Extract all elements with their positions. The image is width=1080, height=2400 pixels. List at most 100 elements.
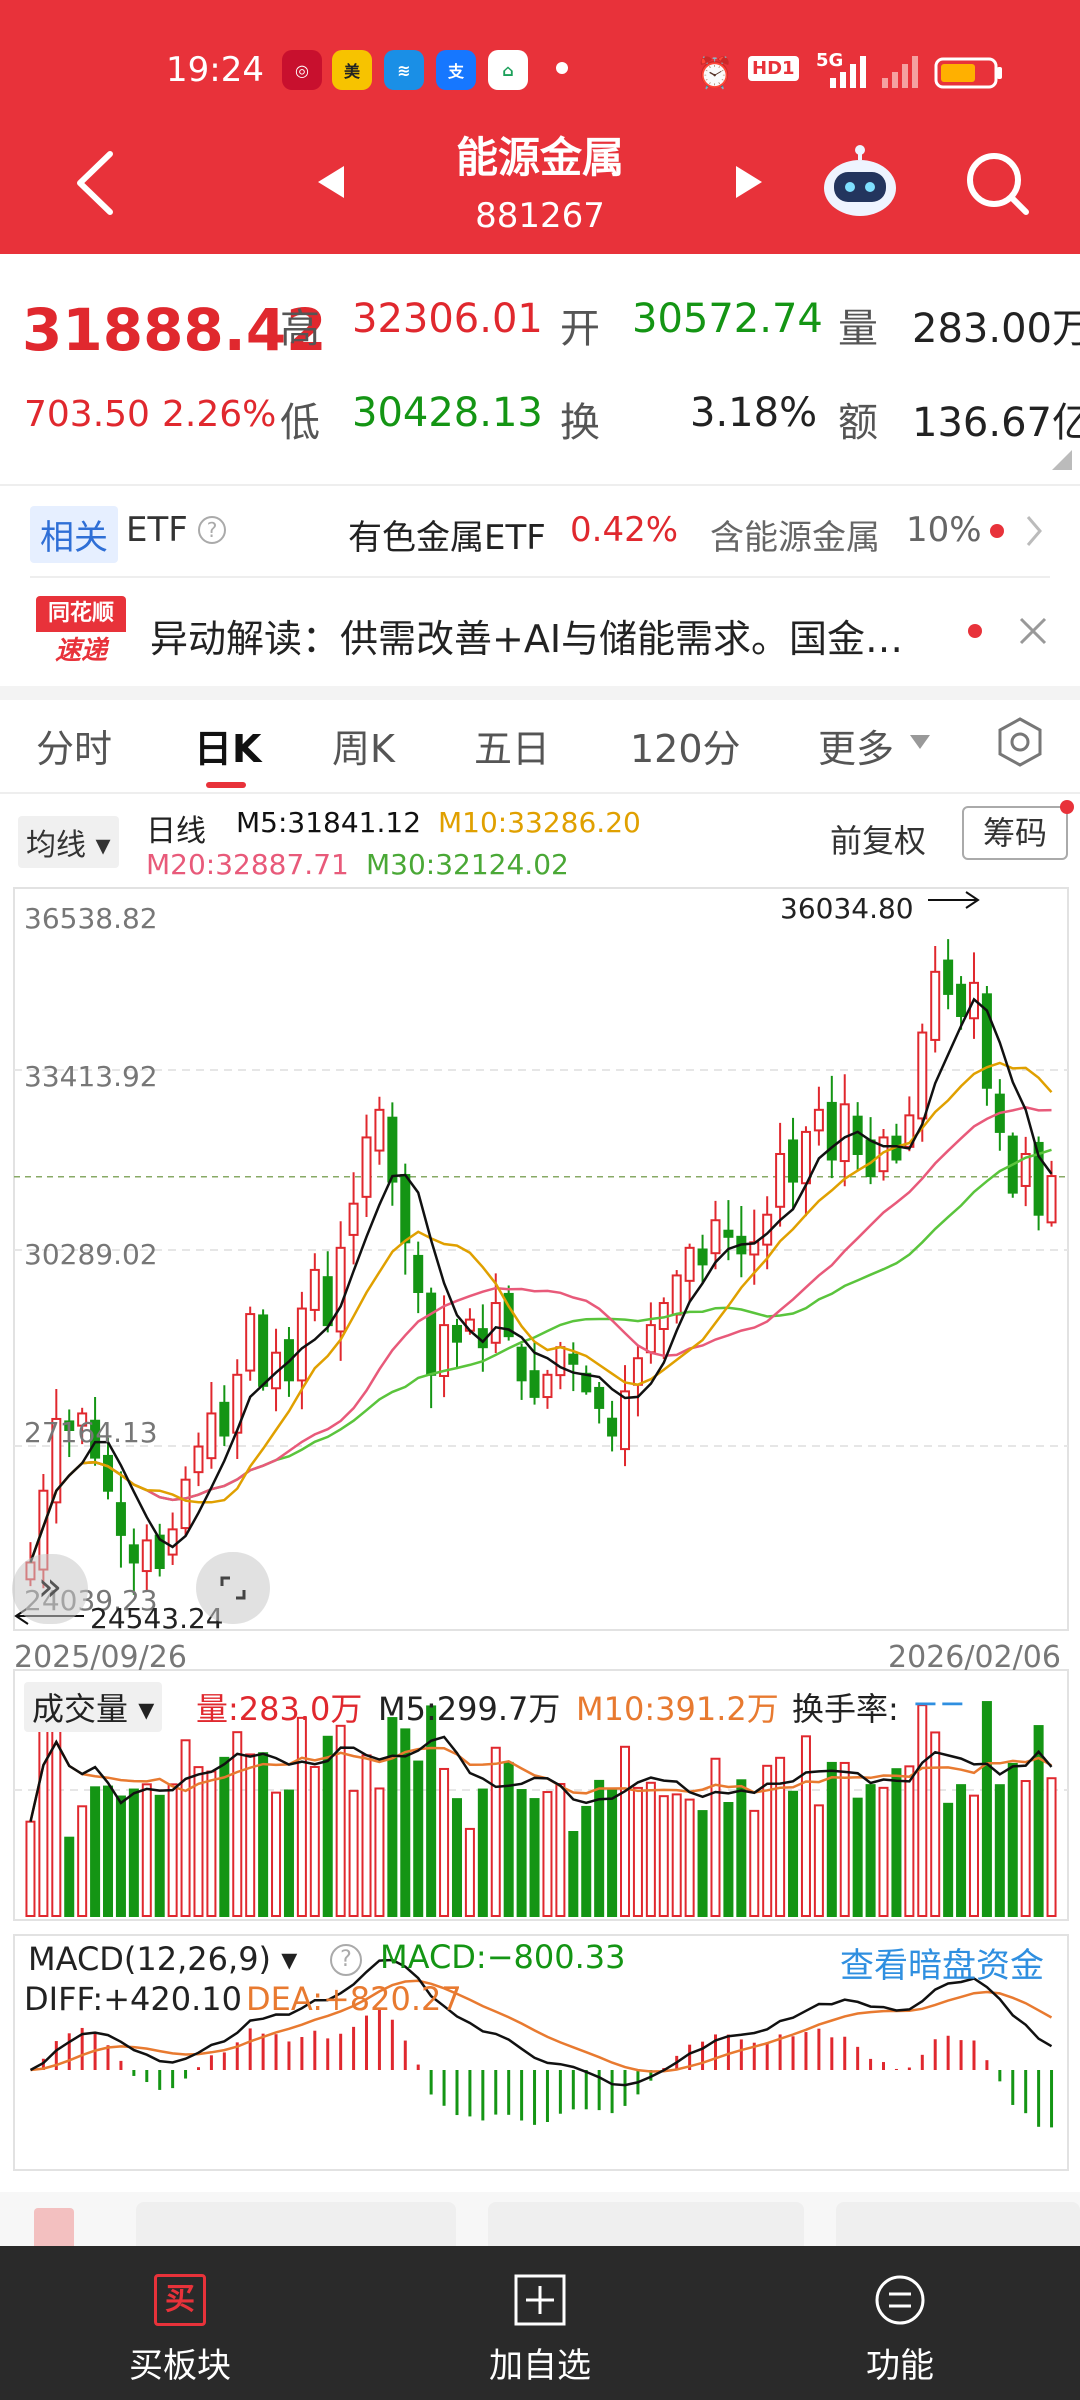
kline-frame bbox=[13, 887, 1069, 1631]
dark-pool-link[interactable]: 查看暗盘资金 bbox=[840, 1946, 1044, 1986]
volume-bar-down bbox=[568, 1831, 579, 1917]
add-watchlist-button[interactable]: 加自选 bbox=[360, 2246, 720, 2400]
buy-sector-button[interactable]: 买 买板块 bbox=[0, 2246, 360, 2400]
candle-up bbox=[361, 1136, 372, 1198]
robot-assistant-icon[interactable] bbox=[820, 144, 900, 220]
fullscreen-icon[interactable] bbox=[196, 1552, 270, 1624]
tab-intraday[interactable]: 分时 bbox=[36, 727, 113, 771]
tab-120min[interactable]: 120分 bbox=[630, 727, 741, 771]
bottom-action-bar: 买 买板块 加自选 功能 bbox=[0, 2246, 1080, 2400]
candle-up bbox=[141, 1539, 152, 1573]
volume-bar-up bbox=[684, 1798, 695, 1917]
divider bbox=[0, 792, 1080, 794]
candle-up bbox=[710, 1219, 721, 1255]
function-button[interactable]: 功能 bbox=[720, 2246, 1080, 2400]
amount-label: 额 bbox=[838, 400, 878, 446]
add-square-icon bbox=[514, 2274, 566, 2326]
volume-bar-down bbox=[322, 1735, 333, 1917]
tab-more[interactable]: 更多 bbox=[818, 727, 895, 771]
volume-bar-up bbox=[904, 1765, 915, 1917]
tab-daily-k[interactable]: 日K bbox=[194, 727, 262, 771]
tab-weekly-k[interactable]: 周K bbox=[332, 727, 395, 771]
chevron-right-icon[interactable] bbox=[1024, 514, 1044, 548]
volume-bar-down bbox=[529, 1798, 540, 1918]
ths-express-logo: 同花顺 速递 bbox=[36, 596, 126, 670]
max-price-label: 36034.80 bbox=[780, 892, 914, 925]
candle-up bbox=[555, 1346, 566, 1377]
volume-bar-down bbox=[943, 1802, 954, 1918]
card-peek bbox=[488, 2202, 804, 2246]
next-sector-icon[interactable] bbox=[734, 164, 764, 200]
y-axis-label-3: 30289.02 bbox=[24, 1238, 158, 1271]
volume-select-button[interactable]: 成交量 ▾ bbox=[24, 1682, 163, 1732]
ma20-value: M20:32887.71 bbox=[146, 848, 349, 881]
volume-bar-down bbox=[451, 1798, 462, 1918]
amount-value: 136.67亿 bbox=[912, 400, 1080, 446]
candle-down bbox=[503, 1292, 514, 1338]
help-icon[interactable]: ? bbox=[198, 516, 226, 544]
collapse-arrows-icon[interactable]: » bbox=[12, 1554, 88, 1624]
candle-down bbox=[64, 1420, 75, 1431]
candle-up bbox=[296, 1307, 307, 1382]
volume-bar-down bbox=[994, 1784, 1005, 1917]
divider bbox=[30, 576, 1050, 578]
candle-down bbox=[115, 1502, 126, 1536]
volume-bar-down bbox=[387, 1717, 398, 1918]
volume-bar-up bbox=[245, 1753, 256, 1917]
volume-bar-down bbox=[1007, 1762, 1018, 1917]
settings-hexagon-icon[interactable] bbox=[994, 716, 1046, 768]
news-text[interactable]: 异动解读：供需改善+AI与储能需求。国金… bbox=[150, 617, 904, 661]
prev-sector-icon[interactable] bbox=[316, 164, 346, 200]
candle-down bbox=[516, 1346, 527, 1382]
volume-bar-down bbox=[697, 1810, 708, 1918]
kline-chart[interactable] bbox=[0, 880, 1080, 2246]
candle-down bbox=[852, 1115, 863, 1155]
candle-down bbox=[103, 1454, 114, 1492]
wifi-app-icon: ≋ bbox=[384, 50, 424, 90]
adjust-mode[interactable]: 前复权 bbox=[830, 822, 927, 860]
volume-m5: M5:299.7万 bbox=[378, 1690, 561, 1728]
volume-bar-down bbox=[1033, 1725, 1044, 1917]
etf-name[interactable]: 有色金属ETF bbox=[348, 518, 546, 558]
ma-select-button[interactable]: 均线 ▾ bbox=[18, 816, 119, 868]
dropdown-icon[interactable] bbox=[908, 732, 932, 752]
candle-up bbox=[839, 1103, 850, 1163]
search-icon[interactable] bbox=[962, 148, 1032, 218]
red-dot-icon bbox=[968, 624, 982, 638]
candle-down bbox=[90, 1419, 101, 1459]
macd-select-button[interactable]: MACD(12,26,9) ▾ bbox=[28, 1940, 298, 1978]
volume-bar-down bbox=[400, 1728, 411, 1917]
volume-bar-up bbox=[232, 1731, 243, 1917]
close-icon[interactable] bbox=[1016, 614, 1050, 648]
macd-frame bbox=[13, 1934, 1069, 2171]
date-end: 2026/02/06 bbox=[888, 1640, 1061, 1675]
etf-pct: 0.42% bbox=[570, 510, 679, 550]
help-icon[interactable]: ? bbox=[330, 1944, 362, 1976]
change-value: 703.50 bbox=[24, 394, 150, 435]
tab-five-day[interactable]: 五日 bbox=[474, 727, 551, 771]
volume-bar-down bbox=[956, 1784, 967, 1917]
volume-bar-up bbox=[464, 1827, 475, 1918]
back-arrow-icon[interactable] bbox=[70, 148, 120, 218]
candle-up bbox=[645, 1324, 656, 1354]
candle-down bbox=[451, 1324, 462, 1343]
candle-down bbox=[697, 1248, 708, 1266]
volume-bar-up bbox=[968, 1794, 979, 1918]
ma10-value: M10:33286.20 bbox=[438, 806, 641, 839]
turnover-label: 换 bbox=[560, 400, 600, 446]
candle-down bbox=[219, 1401, 230, 1437]
low-label: 低 bbox=[280, 400, 320, 446]
expand-corner-icon[interactable] bbox=[1052, 450, 1072, 470]
chips-button[interactable]: 筹码 bbox=[962, 806, 1068, 860]
signal-icon bbox=[830, 56, 918, 88]
turnover-value: 3.18% bbox=[690, 390, 818, 436]
dea-line bbox=[30, 1979, 1053, 2073]
volume-bar-up bbox=[490, 1746, 501, 1918]
date-start: 2025/09/26 bbox=[14, 1640, 187, 1675]
candle-up bbox=[206, 1412, 217, 1460]
candle-up bbox=[309, 1268, 320, 1311]
volume-bar-down bbox=[258, 1752, 269, 1917]
volume-bar-down bbox=[788, 1790, 799, 1917]
volume-bar-down bbox=[736, 1779, 747, 1918]
volume-bar-up bbox=[1020, 1780, 1031, 1917]
